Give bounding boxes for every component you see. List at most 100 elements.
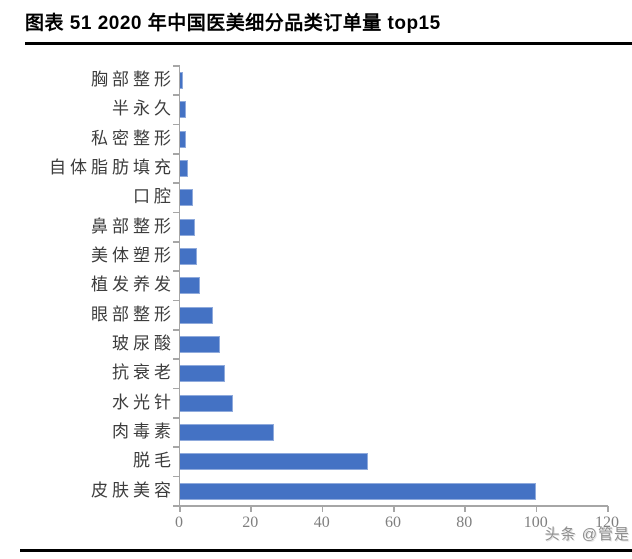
y-axis-line — [179, 65, 180, 506]
bar-track — [179, 94, 632, 123]
x-axis-tick — [250, 506, 252, 512]
category-label: 眼部整形 — [91, 304, 175, 324]
bar-track — [179, 388, 632, 417]
bar-track — [179, 358, 632, 387]
bottom-divider — [20, 549, 632, 552]
y-axis-tick — [173, 211, 179, 214]
x-tick-label: 60 — [385, 514, 401, 531]
bar — [179, 72, 183, 89]
x-tick-label: 40 — [313, 514, 330, 531]
bar-track — [179, 446, 632, 475]
y-axis-tick — [173, 123, 179, 126]
y-axis-tick — [173, 241, 179, 243]
x-tick-label: 20 — [242, 514, 259, 531]
chart-row: 植发养发 — [0, 270, 632, 299]
chart-row: 皮肤美容 — [0, 476, 632, 505]
chart-row: 口腔 — [0, 182, 632, 211]
x-tick-label: 100 — [523, 514, 548, 531]
category-label: 胸部整形 — [91, 70, 175, 89]
x-axis-tick — [321, 506, 324, 512]
chart-rows: 胸部整形半永久私密整形自体脂肪填充口腔鼻部整形美体塑形植发养发眼部整形玻尿酸抗衰… — [0, 65, 632, 505]
x-axis-tick — [179, 506, 181, 512]
x-axis-tick — [535, 506, 538, 512]
x-tick-label: 120 — [595, 514, 619, 531]
chart-row: 肉毒素 — [0, 417, 632, 446]
y-axis-tick — [173, 270, 179, 272]
x-axis-tick — [464, 506, 466, 512]
category-label: 植发养发 — [91, 275, 175, 295]
bar-track — [179, 241, 632, 270]
bar — [179, 306, 213, 324]
chart-row: 美体塑形 — [0, 241, 632, 270]
bar — [179, 482, 536, 500]
y-axis-tick — [173, 299, 179, 302]
x-tick-labels: 0 20 40 60 80 100 120 — [175, 514, 619, 538]
title-divider — [25, 42, 632, 45]
y-axis-tick — [173, 446, 179, 448]
chart-row: 水光针 — [0, 388, 632, 417]
bar — [179, 247, 197, 265]
x-tick-label: 80 — [456, 514, 473, 531]
bar — [179, 277, 201, 295]
bar — [179, 189, 194, 207]
y-axis-tick — [173, 475, 179, 478]
bar-track — [179, 417, 632, 446]
chart-row: 抗衰老 — [0, 358, 632, 387]
bar-track — [179, 300, 632, 329]
bar-track — [179, 65, 632, 94]
x-axis-tick — [393, 506, 395, 512]
x-tick-label: 0 — [175, 514, 183, 531]
category-label: 口腔 — [133, 187, 175, 207]
y-axis-tick — [173, 329, 179, 331]
x-axis-line — [179, 505, 608, 507]
x-axis-tick — [607, 506, 609, 512]
bar-track — [179, 153, 632, 182]
bar-chart: 胸部整形半永久私密整形自体脂肪填充口腔鼻部整形美体塑形植发养发眼部整形玻尿酸抗衰… — [0, 65, 632, 531]
bar — [179, 101, 187, 119]
y-axis-tick — [173, 417, 179, 419]
category-label: 抗衰老 — [112, 363, 175, 383]
chart-row: 胸部整形 — [0, 65, 632, 94]
bar-track — [179, 476, 632, 505]
category-label: 美体塑形 — [91, 245, 175, 265]
bar — [179, 218, 196, 236]
category-label: 半永久 — [112, 99, 175, 119]
category-label: 鼻部整形 — [91, 216, 175, 236]
chart-row: 眼部整形 — [0, 300, 632, 329]
bar — [179, 130, 187, 148]
y-axis-tick — [173, 358, 179, 360]
watermark: 头条 @管是 — [544, 526, 630, 543]
category-label: 私密整形 — [91, 128, 175, 148]
category-label: 自体脂肪填充 — [49, 157, 175, 177]
chart-row: 玻尿酸 — [0, 329, 632, 358]
y-axis-tick — [173, 65, 179, 67]
bar — [179, 453, 368, 471]
chart-row: 半永久 — [0, 94, 632, 123]
category-label: 玻尿酸 — [112, 333, 175, 353]
category-label: 脱毛 — [133, 451, 175, 471]
category-label: 肉毒素 — [112, 421, 175, 441]
bar-track — [179, 124, 632, 153]
chart-row: 脱毛 — [0, 446, 632, 475]
y-axis-tick — [173, 94, 179, 96]
y-axis-tick — [173, 182, 179, 184]
y-axis-tick — [173, 387, 179, 390]
y-axis-tick — [173, 153, 179, 155]
bar-track — [179, 329, 632, 358]
chart-row: 私密整形 — [0, 124, 632, 153]
bar — [179, 365, 226, 383]
bar-track — [179, 182, 632, 211]
bar-track — [179, 270, 632, 299]
category-label: 皮肤美容 — [91, 480, 175, 500]
y-axis-tick — [173, 505, 179, 507]
category-label: 水光针 — [112, 392, 175, 412]
bar — [179, 394, 233, 412]
chart-row: 鼻部整形 — [0, 212, 632, 241]
bar-track — [179, 212, 632, 241]
page-title: 图表 51 2020 年中国医美细分品类订单量 top15 — [25, 13, 441, 34]
bar — [179, 423, 274, 441]
chart-row: 自体脂肪填充 — [0, 153, 632, 182]
bar — [179, 335, 220, 353]
bar — [179, 159, 188, 177]
